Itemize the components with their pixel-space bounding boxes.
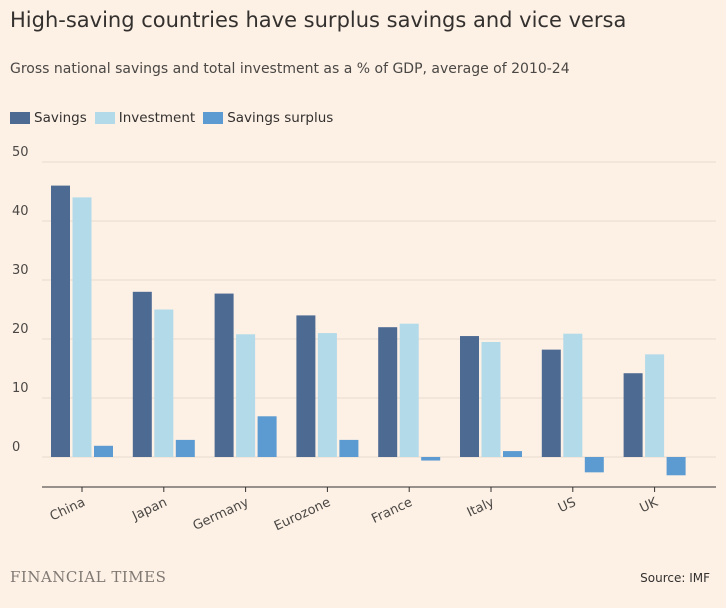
bar-savings-germany (214, 293, 234, 457)
bar-savings-us (541, 349, 561, 457)
x-tick-label: France (369, 495, 415, 527)
bar-savings-surplus-japan (175, 439, 195, 457)
bar-investment-uk (645, 354, 665, 457)
bar-investment-japan (154, 309, 174, 457)
bar-savings-surplus-china (94, 445, 113, 457)
chart-subtitle: Gross national savings and total investm… (10, 61, 570, 77)
y-tick-label: 50 (12, 145, 29, 160)
source-note: Source: IMF (640, 571, 710, 585)
legend-swatch-savings (10, 112, 30, 124)
bar-investment-eurozone (317, 333, 337, 457)
bar-savings-surplus-eurozone (339, 439, 359, 457)
y-tick-label: 10 (12, 381, 29, 396)
bar-savings-uk (623, 373, 643, 457)
bar-investment-france (399, 323, 419, 457)
y-tick-label: 30 (12, 263, 29, 278)
y-tick-label: 40 (12, 204, 29, 219)
bar-savings-surplus-france (421, 457, 441, 461)
x-tick-label: US (556, 495, 578, 516)
legend-swatch-savings-surplus (203, 112, 224, 124)
bar-investment-us (563, 333, 583, 457)
legend: Savings Investment Savings surplus (10, 110, 341, 126)
bar-savings-surplus-us (584, 457, 604, 473)
bar-investment-germany (236, 334, 256, 457)
x-tick-label: Japan (129, 495, 169, 524)
bar-investment-china (72, 197, 92, 457)
bar-savings-surplus-uk (666, 457, 686, 476)
x-tick-label: UK (638, 495, 661, 516)
x-tick-label: China (48, 495, 88, 524)
x-tick-label: Eurozone (272, 495, 333, 534)
legend-item-investment: Investment (94, 110, 196, 126)
y-tick-label: 0 (12, 440, 20, 455)
legend-label-savings-surplus: Savings surplus (227, 110, 334, 126)
legend-item-savings-surplus: Savings surplus (203, 110, 333, 126)
bar-savings-eurozone (296, 315, 316, 457)
bar-savings-italy (460, 336, 479, 457)
bar-savings-france (378, 327, 398, 457)
ft-logo: FINANCIAL TIMES (10, 568, 167, 586)
x-tick-label: Italy (465, 495, 497, 521)
y-tick-label: 20 (12, 322, 29, 337)
legend-item-savings: Savings (10, 110, 87, 126)
legend-label-investment: Investment (118, 110, 196, 126)
bar-savings-china (51, 185, 70, 457)
x-tick-label: Germany (191, 495, 252, 534)
bar-investment-italy (481, 341, 501, 457)
bar-savings-surplus-italy (503, 451, 522, 457)
legend-swatch-investment (94, 112, 115, 124)
bar-savings-surplus-germany (257, 416, 277, 457)
bar-savings-japan (132, 291, 152, 457)
legend-label-savings: Savings (34, 110, 87, 126)
chart-title: High-saving countries have surplus savin… (10, 8, 627, 32)
